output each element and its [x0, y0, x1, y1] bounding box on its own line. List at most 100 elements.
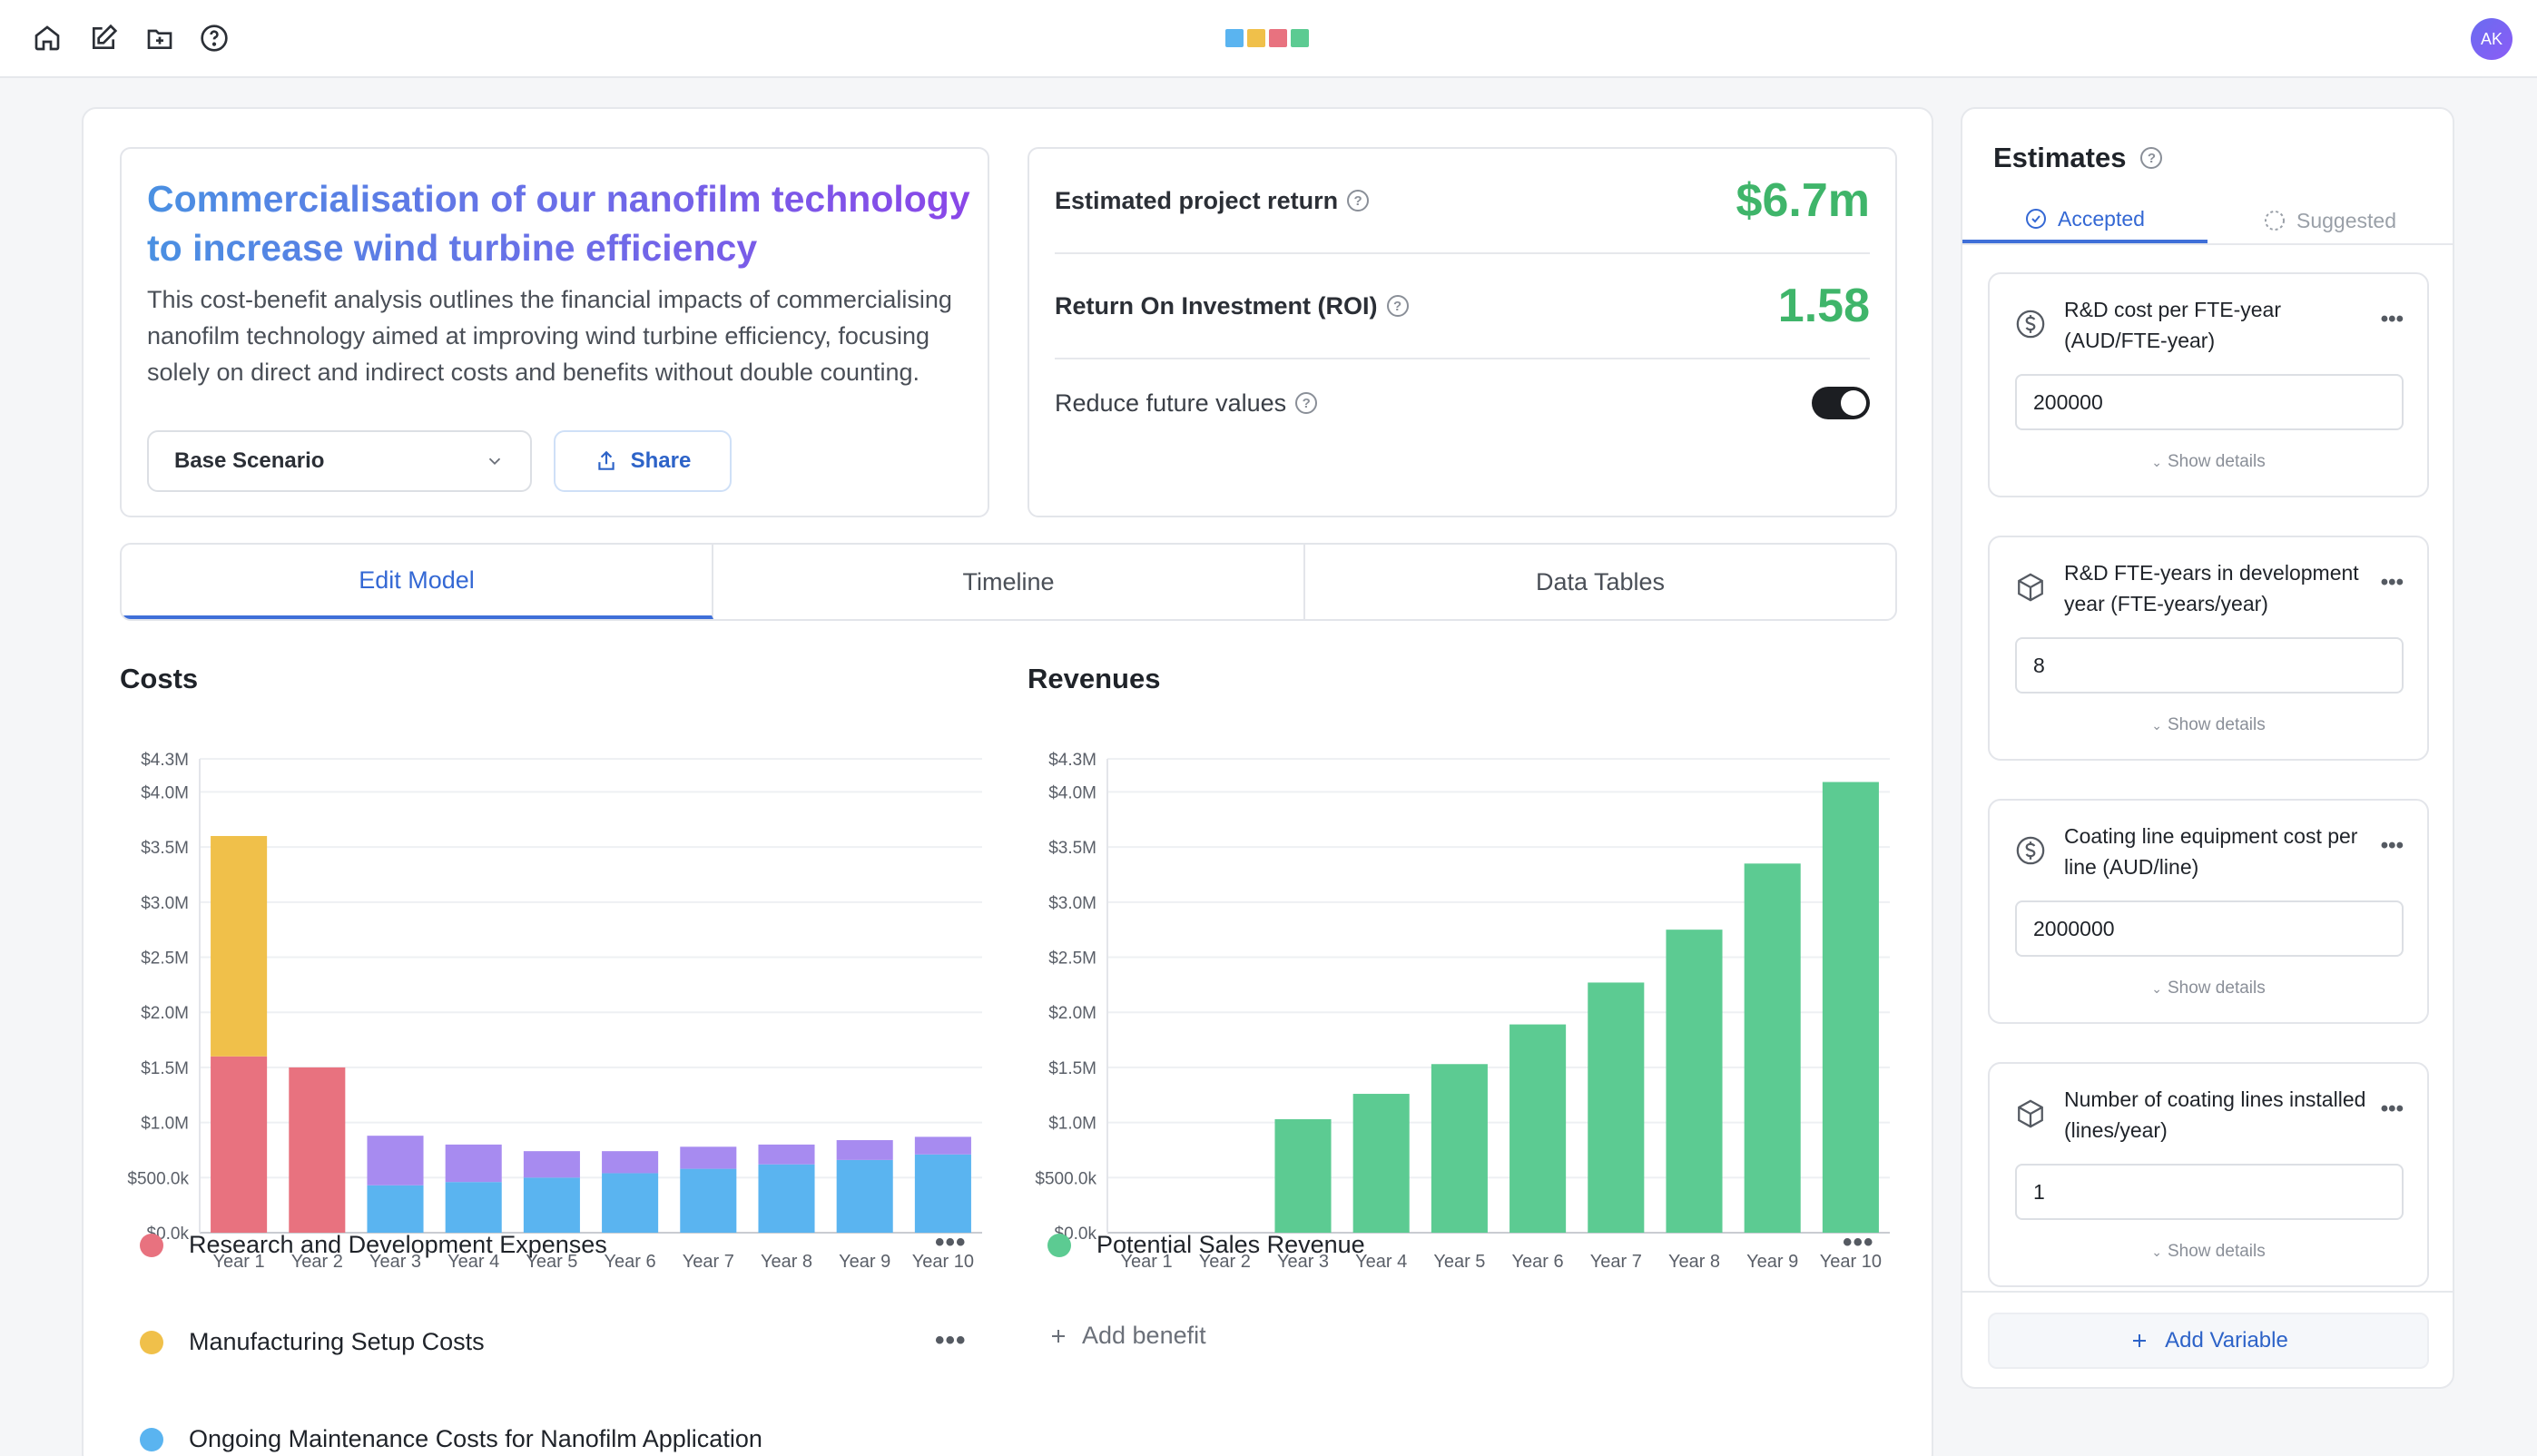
- bar[interactable]: [836, 1140, 893, 1160]
- bar[interactable]: [914, 1154, 971, 1233]
- bar[interactable]: [680, 1146, 737, 1169]
- dollar-icon: [2016, 836, 2045, 865]
- legend-item-rd[interactable]: Research and Development Expenses: [140, 1231, 607, 1259]
- bar[interactable]: [1431, 1064, 1488, 1233]
- variable-value-input[interactable]: 200000: [2015, 374, 2404, 430]
- x-tick-label: Year 5: [1433, 1252, 1485, 1272]
- more-icon[interactable]: •••: [935, 1227, 967, 1257]
- x-tick-label: Year 2: [291, 1252, 343, 1272]
- edit-icon[interactable]: [85, 20, 122, 56]
- reduce-future-toggle[interactable]: [1812, 387, 1870, 419]
- x-tick-label: Year 7: [683, 1252, 734, 1272]
- bar[interactable]: [602, 1151, 659, 1174]
- more-icon[interactable]: •••: [2380, 570, 2404, 595]
- bar[interactable]: [523, 1177, 580, 1233]
- avatar[interactable]: AK: [2471, 18, 2512, 60]
- main-panel: Commercialisation of our nanofilm techno…: [82, 107, 1933, 1456]
- show-details-link[interactable]: ⌄ Show details: [1990, 452, 2427, 472]
- variable-value-input[interactable]: 8: [2015, 637, 2404, 694]
- tab-accepted[interactable]: Accepted: [1962, 198, 2208, 243]
- bar[interactable]: [1274, 1118, 1332, 1233]
- bar[interactable]: [211, 835, 268, 1057]
- add-variable-button[interactable]: Add Variable: [1988, 1313, 2429, 1369]
- divider: [1962, 1291, 2453, 1293]
- y-tick-label: $2.5M: [1048, 949, 1096, 969]
- scenario-value: Base Scenario: [174, 448, 325, 473]
- y-tick-label: $1.0M: [1048, 1115, 1096, 1134]
- help-icon[interactable]: ?: [2140, 147, 2163, 169]
- bar[interactable]: [289, 1067, 346, 1233]
- project-title: Commercialisation of our nanofilm techno…: [147, 174, 982, 272]
- bar[interactable]: [1588, 982, 1645, 1233]
- bar[interactable]: [367, 1136, 424, 1185]
- more-icon[interactable]: •••: [935, 1325, 967, 1355]
- share-button[interactable]: Share: [554, 430, 732, 492]
- bar[interactable]: [914, 1136, 971, 1155]
- plus-icon: [2133, 1334, 2147, 1347]
- bar[interactable]: [758, 1144, 815, 1165]
- more-icon[interactable]: •••: [2380, 1097, 2404, 1121]
- legend-item-manufacturing[interactable]: Manufacturing Setup Costs: [140, 1328, 485, 1356]
- more-icon[interactable]: •••: [2380, 307, 2404, 331]
- tab-suggested[interactable]: Suggested: [2208, 198, 2453, 243]
- bar[interactable]: [602, 1173, 659, 1233]
- help-icon[interactable]: ?: [1347, 190, 1370, 212]
- help-icon[interactable]: ?: [1295, 392, 1318, 414]
- project-return-label: Estimated project return: [1055, 186, 1339, 214]
- variable-card[interactable]: Number of coating lines installed (lines…: [1988, 1062, 2429, 1287]
- show-details-link[interactable]: ⌄ Show details: [1990, 1242, 2427, 1262]
- share-icon: [597, 450, 615, 470]
- bar[interactable]: [758, 1164, 815, 1233]
- help-icon[interactable]: [196, 20, 232, 56]
- variable-card[interactable]: R&D FTE-years in development year (FTE-y…: [1988, 536, 2429, 761]
- more-icon[interactable]: •••: [2380, 833, 2404, 858]
- bar[interactable]: [1509, 1024, 1567, 1233]
- show-details-link[interactable]: ⌄ Show details: [1990, 715, 2427, 735]
- sales-label: Potential Sales Revenue: [1096, 1231, 1365, 1258]
- chevron-down-icon: ⌄: [2151, 981, 2162, 996]
- variable-title: R&D cost per FTE-year (AUD/FTE-year): [2064, 298, 2281, 352]
- variable-value-input[interactable]: 1: [2015, 1164, 2404, 1220]
- share-label: Share: [630, 448, 692, 473]
- revenues-chart: $0.0k$500.0k$1.0M$1.5M$2.0M$2.5M$3.0M$3.…: [1035, 751, 1890, 1272]
- top-bar: AK: [0, 0, 2537, 78]
- more-icon[interactable]: •••: [1843, 1227, 1874, 1257]
- bar[interactable]: [1744, 863, 1801, 1233]
- y-tick-label: $2.0M: [1048, 1004, 1096, 1023]
- sales-color-dot: [1047, 1233, 1071, 1257]
- chevron-down-icon: ⌄: [2151, 718, 2162, 733]
- variable-card[interactable]: Coating line equipment cost per line (AU…: [1988, 799, 2429, 1024]
- home-icon[interactable]: [29, 20, 65, 56]
- legend-item-sales[interactable]: Potential Sales Revenue: [1047, 1231, 1365, 1259]
- tab-edit-model[interactable]: Edit Model: [122, 545, 713, 619]
- bar[interactable]: [1666, 930, 1723, 1233]
- tab-data-tables[interactable]: Data Tables: [1535, 567, 1666, 595]
- y-tick-label: $500.0k: [1035, 1169, 1096, 1188]
- variable-card[interactable]: R&D cost per FTE-year (AUD/FTE-year) ••• 2…: [1988, 272, 2429, 497]
- new-folder-icon[interactable]: [142, 20, 178, 56]
- bar[interactable]: [367, 1185, 424, 1233]
- bar[interactable]: [1352, 1094, 1410, 1233]
- x-tick-label: Year 8: [761, 1252, 812, 1272]
- x-tick-label: Year 4: [1355, 1252, 1407, 1272]
- bar[interactable]: [211, 1056, 268, 1233]
- y-tick-label: $4.0M: [1048, 783, 1096, 802]
- variable-value-input[interactable]: 2000000: [2015, 900, 2404, 957]
- bar[interactable]: [836, 1159, 893, 1233]
- box-icon: [2018, 1099, 2043, 1128]
- legend-item-maintenance[interactable]: Ongoing Maintenance Costs for Nanofilm A…: [140, 1425, 762, 1453]
- show-details-link[interactable]: ⌄ Show details: [1990, 979, 2427, 999]
- show-details-label: Show details: [2168, 1242, 2266, 1261]
- scenario-select[interactable]: Base Scenario: [147, 430, 532, 492]
- bar[interactable]: [680, 1168, 737, 1233]
- bar[interactable]: [445, 1144, 502, 1183]
- tab-timeline[interactable]: Timeline: [713, 545, 1305, 619]
- add-benefit-button[interactable]: Add benefit: [1047, 1322, 1206, 1350]
- help-icon[interactable]: ?: [1386, 295, 1409, 317]
- bar[interactable]: [1822, 782, 1879, 1233]
- bar[interactable]: [523, 1151, 580, 1178]
- app-logo[interactable]: [1225, 29, 1309, 47]
- x-tick-label: Year 4: [447, 1252, 499, 1272]
- chevron-down-icon: ⌄: [2151, 455, 2162, 469]
- bar[interactable]: [445, 1182, 502, 1233]
